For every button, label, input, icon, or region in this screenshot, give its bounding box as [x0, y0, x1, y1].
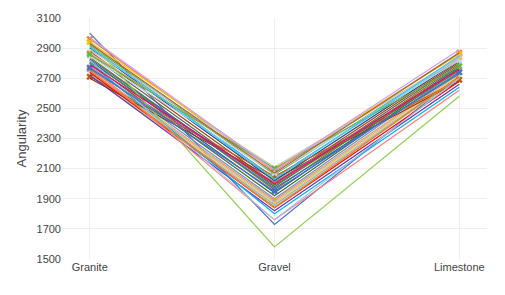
svg-text:Angularity: Angularity [14, 109, 29, 167]
svg-text:2300: 2300 [37, 132, 61, 144]
svg-text:3100: 3100 [37, 12, 61, 24]
svg-text:2500: 2500 [37, 102, 61, 114]
svg-text:1900: 1900 [37, 193, 61, 205]
svg-text:1500: 1500 [37, 253, 61, 265]
svg-text:1700: 1700 [37, 223, 61, 235]
svg-text:Limestone: Limestone [434, 261, 485, 273]
svg-text:2100: 2100 [37, 162, 61, 174]
svg-text:2900: 2900 [37, 42, 61, 54]
svg-text:Granite: Granite [72, 261, 108, 273]
svg-text:Gravel: Gravel [258, 261, 290, 273]
svg-text:2700: 2700 [37, 72, 61, 84]
